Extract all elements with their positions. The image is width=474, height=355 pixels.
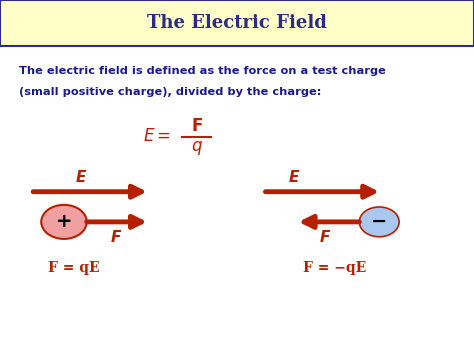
Circle shape xyxy=(41,205,87,239)
Text: (small positive charge), divided by the charge:: (small positive charge), divided by the … xyxy=(19,87,321,97)
Text: The Electric Field: The Electric Field xyxy=(147,14,327,32)
Text: E: E xyxy=(75,170,86,185)
Text: F: F xyxy=(111,230,121,245)
Circle shape xyxy=(359,207,399,237)
FancyBboxPatch shape xyxy=(0,0,474,46)
Text: F: F xyxy=(319,230,330,245)
Text: $\mathbf{F}$: $\mathbf{F}$ xyxy=(191,117,203,135)
Text: F = −qE: F = −qE xyxy=(302,261,366,275)
Text: E: E xyxy=(289,170,299,185)
Text: $\mathit{q}$: $\mathit{q}$ xyxy=(191,140,203,157)
Text: F = qE: F = qE xyxy=(48,261,99,275)
Text: −: − xyxy=(371,212,387,231)
Text: The electric field is defined as the force on a test charge: The electric field is defined as the for… xyxy=(19,66,386,76)
Text: +: + xyxy=(56,212,72,231)
Text: $\mathit{E}=$: $\mathit{E}=$ xyxy=(143,128,171,145)
